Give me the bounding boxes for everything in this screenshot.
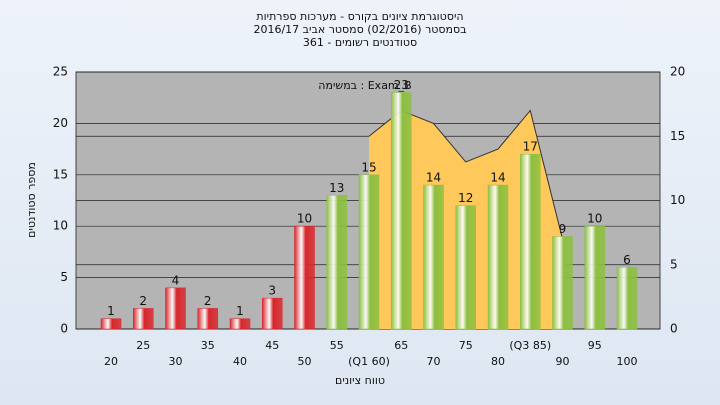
x-tick-label: 40 xyxy=(233,355,247,368)
bar xyxy=(584,225,605,330)
value-label: 2 xyxy=(139,294,147,308)
value-label: 9 xyxy=(559,222,567,236)
y-tick-label: 15 xyxy=(53,167,68,181)
value-label: 15 xyxy=(361,160,376,174)
bar xyxy=(197,308,218,330)
y-tick-label: 10 xyxy=(53,219,68,233)
x-axis-label: טווח ציונים xyxy=(335,374,385,387)
y2-tick-label: 10 xyxy=(670,193,685,207)
bar xyxy=(616,267,638,330)
x-tick-label: 25 xyxy=(136,339,150,352)
y-tick-label: 20 xyxy=(53,116,68,130)
bar xyxy=(262,297,283,330)
x-tick-label: (Q3 85) xyxy=(509,339,551,352)
value-label: 2 xyxy=(204,294,212,308)
y-axis-label: מספר סטודנטים xyxy=(25,162,38,238)
y-tick-label: 25 xyxy=(53,65,68,79)
value-label: 10 xyxy=(587,212,602,226)
x-tick-label: 90 xyxy=(556,355,570,368)
bar xyxy=(455,205,476,330)
x-tick-label: 100 xyxy=(617,355,638,368)
x-tick-label: (Q1 60) xyxy=(348,355,390,368)
x-tick-label: 95 xyxy=(588,339,602,352)
bar xyxy=(100,318,122,330)
x-tick-label: 65 xyxy=(394,339,408,352)
y-tick-label: 5 xyxy=(60,270,68,284)
x-tick-label: 80 xyxy=(491,355,505,368)
value-label: 1 xyxy=(236,304,244,318)
value-label: 1 xyxy=(107,304,115,318)
bar xyxy=(520,153,541,330)
bar xyxy=(165,287,186,330)
y2-tick-label: 20 xyxy=(670,65,685,79)
value-label: 6 xyxy=(623,253,631,267)
x-tick-label: 45 xyxy=(265,339,279,352)
bar xyxy=(229,318,251,330)
annotation: במשימה : Exam_B xyxy=(318,79,411,92)
bar xyxy=(423,184,444,330)
y-tick-label: 0 xyxy=(60,322,68,336)
x-tick-label: 30 xyxy=(169,355,183,368)
bar xyxy=(487,184,509,330)
bar xyxy=(391,92,412,330)
bar xyxy=(552,236,573,330)
y2-tick-label: 15 xyxy=(670,129,685,143)
value-label: 4 xyxy=(172,273,180,287)
x-tick-label: 70 xyxy=(427,355,441,368)
bar xyxy=(326,195,347,330)
value-label: 14 xyxy=(426,171,441,185)
x-tick-label: 55 xyxy=(330,339,344,352)
y2-tick-label: 5 xyxy=(670,257,678,271)
bar xyxy=(133,308,154,330)
bar xyxy=(294,225,315,330)
chart-title: היסטוגרמת ציונים בקורס - מערכות ספרתיות xyxy=(256,10,463,23)
chart-subtitle: סטודנטים רשומים - 361 xyxy=(303,36,417,49)
y2-tick-label: 0 xyxy=(670,322,678,336)
x-tick-label: 50 xyxy=(298,355,312,368)
bar xyxy=(358,174,380,330)
x-tick-label: 20 xyxy=(104,355,118,368)
value-label: 23 xyxy=(394,78,409,92)
x-tick-label: 35 xyxy=(201,339,215,352)
value-label: 14 xyxy=(490,171,505,185)
value-label: 17 xyxy=(523,140,538,154)
value-label: 13 xyxy=(329,181,344,195)
x-tick-label: 75 xyxy=(459,339,473,352)
value-label: 10 xyxy=(297,212,312,226)
value-label: 12 xyxy=(458,191,473,205)
value-label: 3 xyxy=(268,284,276,298)
chart-subtitle: בסמסטר (02/2016) סמסטר אביב 2016/17 xyxy=(253,23,466,36)
